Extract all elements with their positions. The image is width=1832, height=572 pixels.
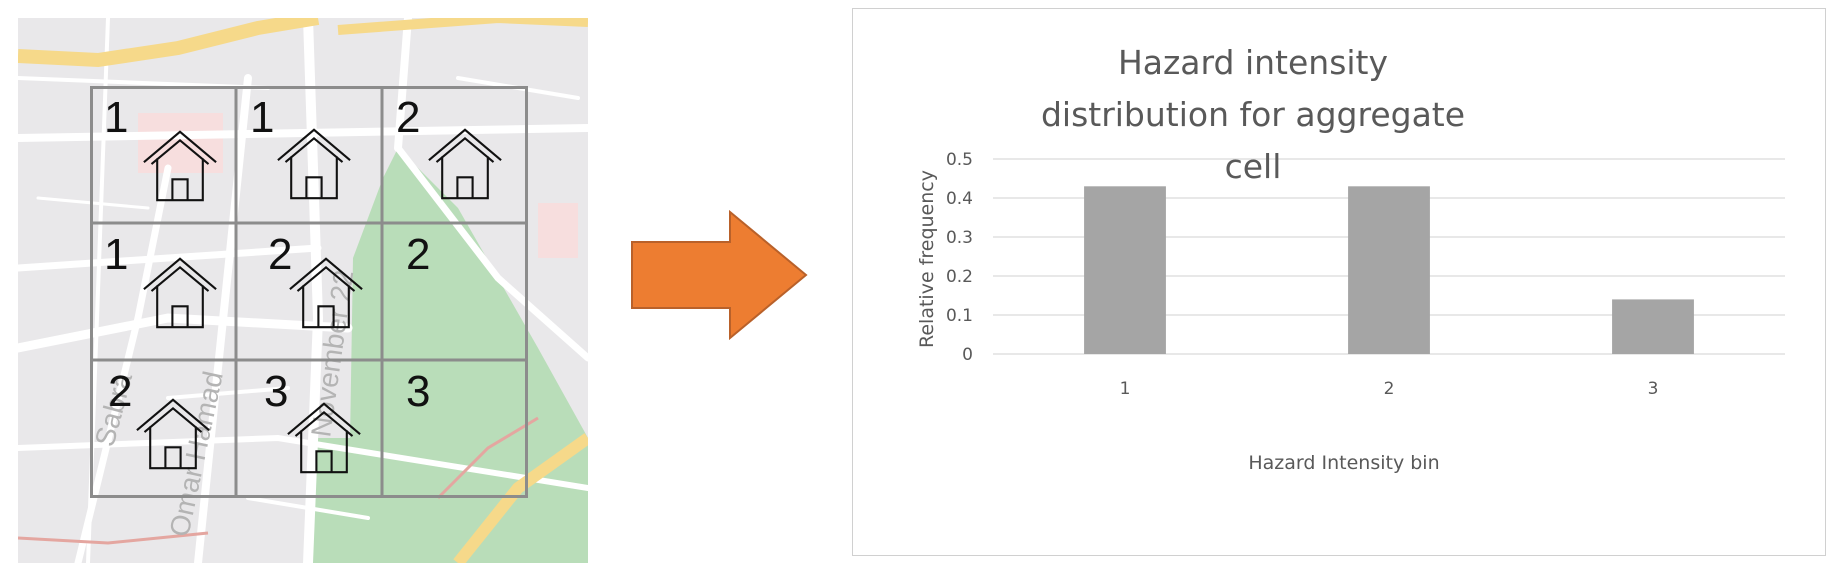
road <box>166 386 290 400</box>
y-tick-label: 0.2 <box>946 267 973 287</box>
cell-hazard-value: 1 <box>104 230 129 279</box>
x-tick-label: 2 <box>1384 379 1395 399</box>
road <box>74 164 172 563</box>
grid-cell: 2 <box>236 223 382 360</box>
bar <box>1348 186 1430 354</box>
grid-cell: 3 <box>382 360 528 497</box>
y-axis-label: Relative frequency <box>916 170 938 348</box>
bar <box>1612 299 1694 354</box>
house-icon <box>277 128 351 200</box>
house-icon <box>143 130 217 202</box>
house-icon <box>143 257 217 329</box>
road <box>194 74 252 563</box>
chart-title: Hazard intensity distribution for aggreg… <box>1040 43 1466 186</box>
x-tick-label: 1 <box>1120 379 1131 399</box>
grid-lines <box>90 86 528 498</box>
right-arrow-icon <box>631 210 808 340</box>
cell-hazard-value: 1 <box>104 93 129 142</box>
cell-hazard-value: 3 <box>406 367 431 416</box>
road <box>18 313 353 353</box>
grid-cell: 2 <box>382 86 528 223</box>
cell-hazard-value: 2 <box>406 230 431 279</box>
road <box>18 124 588 142</box>
y-tick-label: 0.4 <box>946 189 973 209</box>
grid-cell: 1 <box>236 86 382 223</box>
road <box>18 244 322 272</box>
y-tick-label: 0.1 <box>946 306 973 326</box>
grid-cell: 1 <box>90 223 236 360</box>
house-icon <box>428 128 502 200</box>
y-tick-label: 0.5 <box>946 150 973 170</box>
boundary-road <box>18 531 209 545</box>
grid-cell: 2 <box>90 360 236 497</box>
bar <box>1084 186 1166 354</box>
grid-cell: 2 <box>382 223 528 360</box>
boundary-road <box>436 416 539 500</box>
major-road <box>18 18 320 68</box>
park-strip <box>303 438 363 563</box>
building-block <box>538 203 578 258</box>
aggregate-grid: 1 1 2 1 2 2 2 3 3 <box>90 86 528 498</box>
cell-hazard-value: 2 <box>268 230 293 279</box>
y-tick-label: 0 <box>962 345 973 365</box>
cell-hazard-value: 3 <box>264 367 289 416</box>
road <box>246 496 370 520</box>
x-tick-label: 3 <box>1648 379 1659 399</box>
house-icon <box>136 398 210 470</box>
grid-cell: 1 <box>90 86 236 223</box>
house-icon <box>289 257 363 329</box>
x-axis-label: Hazard Intensity bin <box>1248 452 1439 474</box>
road <box>394 18 412 152</box>
major-road <box>337 18 588 35</box>
road <box>394 144 588 362</box>
road <box>18 434 588 491</box>
house-icon <box>287 402 361 474</box>
cell-hazard-value: 1 <box>250 93 275 142</box>
cell-hazard-value: 2 <box>396 93 421 142</box>
cell-hazard-value: 2 <box>108 367 133 416</box>
map-panel: Sabra Omar Hamad November 22 1 1 2 1 2 2… <box>18 18 588 563</box>
street-map: Sabra Omar Hamad November 22 <box>18 18 588 563</box>
major-road <box>453 433 588 563</box>
y-tick-label: 0.3 <box>946 228 973 248</box>
grid-cell: 3 <box>236 360 382 497</box>
